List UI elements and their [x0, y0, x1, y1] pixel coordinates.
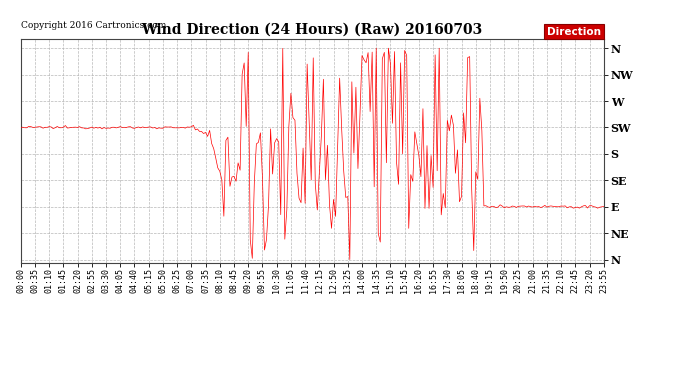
Text: Copyright 2016 Cartronics.com: Copyright 2016 Cartronics.com — [21, 21, 166, 30]
Title: Wind Direction (24 Hours) (Raw) 20160703: Wind Direction (24 Hours) (Raw) 20160703 — [141, 23, 483, 37]
Text: Direction: Direction — [547, 27, 601, 37]
